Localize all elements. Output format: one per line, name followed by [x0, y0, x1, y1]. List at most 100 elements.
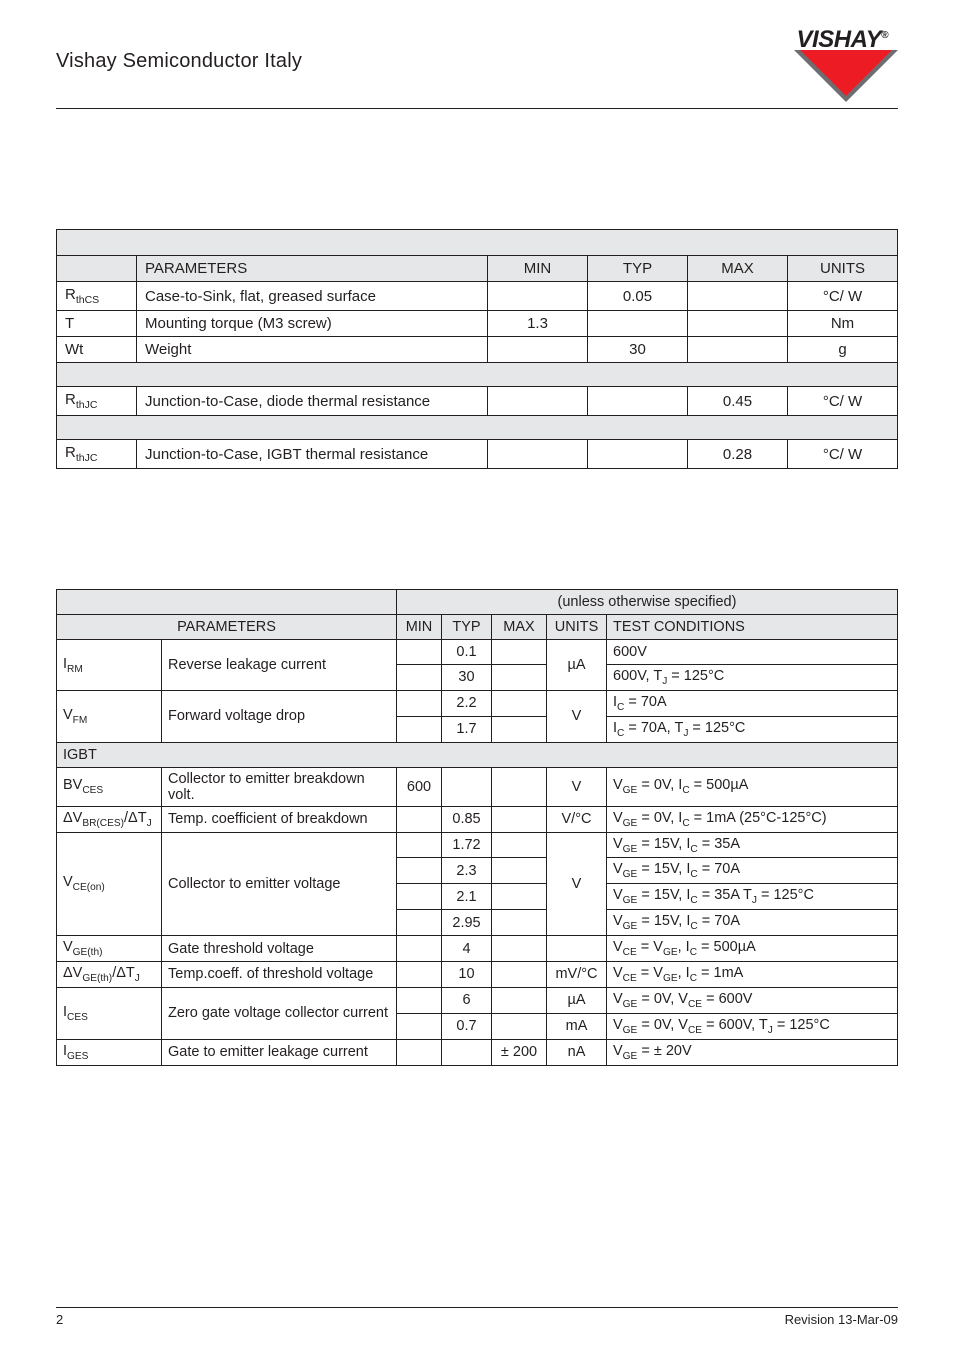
col-min: MIN	[397, 615, 442, 640]
sym-cell: BVCES	[57, 767, 162, 806]
table-row: IRM Reverse leakage current 0.1 µA 600V	[57, 640, 898, 665]
tc-cell: VGE = 0V, VCE = 600V	[607, 987, 898, 1013]
table-row: IGES Gate to emitter leakage current ± 2…	[57, 1039, 898, 1065]
tc-cell: IC = 70A, TJ = 125°C	[607, 716, 898, 742]
min-cell	[488, 440, 588, 469]
units-cell: V	[547, 690, 607, 742]
sym-cell: RthJC	[57, 440, 137, 469]
sym-cell: RthCS	[57, 282, 137, 311]
thermal-table-spacer	[57, 363, 898, 387]
typ-cell	[588, 440, 688, 469]
typ-cell: 2.3	[442, 858, 492, 884]
units-cell: V	[547, 832, 607, 936]
typ-cell: 10	[442, 962, 492, 988]
thermal-table-header-row: PARAMETERS MIN TYP MAX UNITS	[57, 256, 898, 282]
typ-cell	[588, 387, 688, 416]
typ-cell: 0.7	[442, 1013, 492, 1039]
units-cell: µA	[547, 640, 607, 691]
table-row: VGE(th) Gate threshold voltage 4 VCE = V…	[57, 936, 898, 962]
tc-cell: VGE = 15V, IC = 70A	[607, 858, 898, 884]
typ-cell: 0.05	[588, 282, 688, 311]
sym-cell: VGE(th)	[57, 936, 162, 962]
table-row: VFM Forward voltage drop 2.2 V IC = 70A	[57, 690, 898, 716]
table-row: BVCES Collector to emitter breakdown vol…	[57, 767, 898, 806]
units-cell: mA	[547, 1013, 607, 1039]
col-max: MAX	[492, 615, 547, 640]
sym-cell: IRM	[57, 640, 162, 691]
tc-cell: VGE = 15V, IC = 70A	[607, 910, 898, 936]
units-cell: mV/°C	[547, 962, 607, 988]
param-cell: Junction-to-Case, diode thermal resistan…	[137, 387, 488, 416]
tc-cell: VGE = 0V, IC = 1mA (25°C-125°C)	[607, 806, 898, 832]
table-row: T Mounting torque (M3 screw) 1.3 Nm	[57, 311, 898, 337]
header-row: Vishay Semiconductor Italy VISHAY®	[56, 24, 898, 109]
max-cell	[688, 337, 788, 363]
typ-cell: 2.1	[442, 884, 492, 910]
tc-cell: VGE = 0V, IC = 500µA	[607, 767, 898, 806]
tc-cell: VCE = VGE, IC = 1mA	[607, 962, 898, 988]
tc-cell: VGE = 15V, IC = 35A	[607, 832, 898, 858]
title-right: (unless otherwise specified)	[397, 590, 898, 615]
col-parameters: PARAMETERS	[57, 615, 397, 640]
param-cell: Junction-to-Case, IGBT thermal resistanc…	[137, 440, 488, 469]
table-row: VCE(on) Collector to emitter voltage 1.7…	[57, 832, 898, 858]
min-cell: 1.3	[488, 311, 588, 337]
units-cell: °C/ W	[788, 440, 898, 469]
igbt-label: IGBT	[57, 742, 898, 767]
tc-cell: 600V, TJ = 125°C	[607, 665, 898, 691]
param-cell: Collector to emitter voltage	[162, 832, 397, 936]
tc-cell: VGE = ± 20V	[607, 1039, 898, 1065]
sym-cell: T	[57, 311, 137, 337]
param-cell: Reverse leakage current	[162, 640, 397, 691]
max-cell: 0.45	[688, 387, 788, 416]
table-row: RthJC Junction-to-Case, diode thermal re…	[57, 387, 898, 416]
col-parameters: PARAMETERS	[137, 256, 488, 282]
param-cell: Weight	[137, 337, 488, 363]
param-cell: Forward voltage drop	[162, 690, 397, 742]
typ-cell: 2.95	[442, 910, 492, 936]
page-number: 2	[56, 1312, 63, 1327]
max-cell	[688, 282, 788, 311]
typ-cell: 6	[442, 987, 492, 1013]
typ-cell: 0.1	[442, 640, 492, 665]
tc-cell: VGE = 0V, VCE = 600V, TJ = 125°C	[607, 1013, 898, 1039]
sym-cell: VCE(on)	[57, 832, 162, 936]
col-min: MIN	[488, 256, 588, 282]
tc-cell: VCE = VGE, IC = 500µA	[607, 936, 898, 962]
tc-cell: IC = 70A	[607, 690, 898, 716]
footer: 2 Revision 13-Mar-09	[56, 1307, 898, 1327]
table-row: ICES Zero gate voltage collector current…	[57, 987, 898, 1013]
units-cell: V/°C	[547, 806, 607, 832]
max-cell	[688, 311, 788, 337]
units-cell: Nm	[788, 311, 898, 337]
table-row: ΔVBR(CES)/ΔTJ Temp. coefficient of break…	[57, 806, 898, 832]
param-cell: Gate to emitter leakage current	[162, 1039, 397, 1065]
electrical-table: (unless otherwise specified) PARAMETERS …	[56, 589, 898, 1066]
units-cell: nA	[547, 1039, 607, 1065]
min-cell: 600	[397, 767, 442, 806]
param-cell: Collector to emitter breakdown volt.	[162, 767, 397, 806]
table-row: RthCS Case-to-Sink, flat, greased surfac…	[57, 282, 898, 311]
sym-cell: ΔVGE(th)/ΔTJ	[57, 962, 162, 988]
table-row: RthJC Junction-to-Case, IGBT thermal res…	[57, 440, 898, 469]
tc-cell: VGE = 15V, IC = 35A TJ = 125°C	[607, 884, 898, 910]
typ-cell: 1.7	[442, 716, 492, 742]
sym-cell: Wt	[57, 337, 137, 363]
units-cell: °C/ W	[788, 282, 898, 311]
col-typ: TYP	[588, 256, 688, 282]
typ-cell: 30	[442, 665, 492, 691]
col-testconditions: TEST CONDITIONS	[607, 615, 898, 640]
electrical-table-header-row: PARAMETERS MIN TYP MAX UNITS TEST CONDIT…	[57, 615, 898, 640]
sym-cell: RthJC	[57, 387, 137, 416]
sym-cell: ΔVBR(CES)/ΔTJ	[57, 806, 162, 832]
units-cell: V	[547, 767, 607, 806]
table-row: ΔVGE(th)/ΔTJ Temp.coeff. of threshold vo…	[57, 962, 898, 988]
typ-cell: 0.85	[442, 806, 492, 832]
revision-date: Revision 13-Mar-09	[785, 1312, 898, 1327]
igbt-section-row: IGBT	[57, 742, 898, 767]
units-cell: µA	[547, 987, 607, 1013]
sym-cell: VFM	[57, 690, 162, 742]
max-cell: ± 200	[492, 1039, 547, 1065]
param-cell: Mounting torque (M3 screw)	[137, 311, 488, 337]
typ-cell: 2.2	[442, 690, 492, 716]
